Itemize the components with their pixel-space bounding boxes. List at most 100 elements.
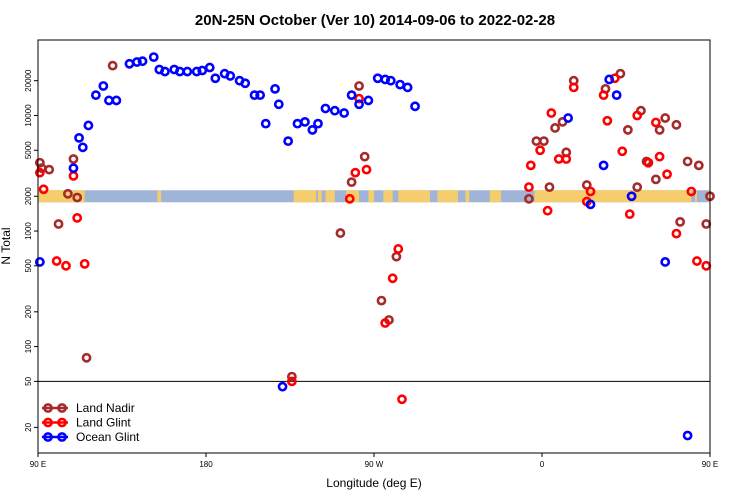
land-glint-point xyxy=(671,228,682,239)
land-nadir-point xyxy=(68,154,79,164)
land-glint-point xyxy=(61,260,71,271)
land-nadir-point xyxy=(81,352,92,363)
y-axis-label: N Total xyxy=(0,227,13,264)
land-glint-point xyxy=(643,157,654,168)
land-glint-point xyxy=(68,171,79,181)
ocean-glint-point xyxy=(402,82,413,93)
land-nadir-point xyxy=(675,216,686,227)
land-band-segment xyxy=(708,190,710,203)
land-nadir-point xyxy=(53,219,64,229)
land-band-segment xyxy=(489,190,501,203)
land-nadir-point xyxy=(359,151,370,162)
ocean-glint-legend-marker xyxy=(43,432,53,442)
ocean-glint-point xyxy=(124,58,135,69)
y-tick-label: 100 xyxy=(24,339,33,353)
plot-frame xyxy=(37,39,711,454)
y-ticks: 20 50 100 200 500 1000 2000 5000 10000 20000 xyxy=(24,69,38,432)
land-glint-point xyxy=(38,184,49,195)
land-nadir-point xyxy=(615,68,626,79)
y-tick-label: 20000 xyxy=(24,69,33,92)
ocean-glint-point xyxy=(354,99,364,110)
x-tick-label: 90 E xyxy=(702,460,718,469)
land-nadir-point xyxy=(62,188,73,199)
land-glint-point xyxy=(632,110,643,121)
land-nadir-point xyxy=(544,182,555,193)
land-glint-point xyxy=(72,212,83,223)
ocean-glint-legend-marker xyxy=(57,432,67,442)
y-tick-label: 50 xyxy=(24,376,33,385)
land-glint-point xyxy=(602,115,613,126)
land-glint-point xyxy=(397,394,407,405)
ocean-glint-point xyxy=(339,108,350,118)
y-tick-label: 500 xyxy=(24,259,33,273)
ocean-glint-point xyxy=(90,90,101,101)
land-band xyxy=(38,190,710,203)
ocean-glint-point xyxy=(137,56,148,67)
ocean-glint-point xyxy=(320,103,331,114)
land-nadir-point xyxy=(335,228,346,238)
land-nadir-point xyxy=(701,219,712,229)
points xyxy=(34,52,715,441)
land-glint-point xyxy=(525,160,536,171)
y-tick-label: 10000 xyxy=(24,104,33,127)
land-glint-point xyxy=(692,256,702,266)
land-glint-point xyxy=(609,73,620,84)
land-glint-point xyxy=(350,167,361,178)
ocean-glint-point xyxy=(210,73,221,84)
land-band-segment xyxy=(383,190,393,203)
ocean-glint-point xyxy=(111,95,122,106)
land-glint-point xyxy=(34,167,45,178)
land-band-segment xyxy=(437,190,444,203)
x-axis-label: Longitude (deg E) xyxy=(326,476,421,490)
land-glint-point xyxy=(553,154,564,164)
land-nadir-point xyxy=(682,156,693,167)
land-nadir-point xyxy=(550,123,560,133)
ocean-glint-point xyxy=(132,57,142,67)
land-glint-point xyxy=(286,376,297,387)
land-glint-point xyxy=(624,209,635,220)
land-glint-point xyxy=(568,82,579,93)
ocean-glint-point xyxy=(410,101,420,112)
land-nadir-point xyxy=(538,136,549,147)
ocean-glint-point xyxy=(682,430,693,441)
ocean-glint-point xyxy=(240,78,251,89)
land-glint-point xyxy=(546,108,557,118)
ocean-glint-point xyxy=(611,90,622,101)
land-nadir-legend-label: Land Nadir xyxy=(76,401,135,415)
land-glint-point xyxy=(524,182,534,193)
land-band-segment xyxy=(443,190,458,203)
ocean-glint-point xyxy=(98,81,109,91)
land-glint-point xyxy=(542,205,553,216)
ocean-glint-point xyxy=(277,381,288,392)
x-tick-label: 90 E xyxy=(30,460,46,469)
ocean-glint-point xyxy=(255,90,266,101)
land-glint-point xyxy=(654,151,665,162)
land-glint-point xyxy=(387,273,398,284)
land-glint-point xyxy=(361,164,372,175)
land-glint-legend-marker xyxy=(57,417,67,428)
land-glint-point xyxy=(585,186,596,197)
ocean-glint-point xyxy=(563,113,574,123)
ocean-glint-point xyxy=(372,73,383,84)
land-band-segment xyxy=(157,190,162,203)
land-glint-point xyxy=(701,260,712,271)
land-nadir-point xyxy=(524,193,534,204)
land-nadir-point xyxy=(632,182,643,193)
ocean-glint-point xyxy=(83,120,94,131)
land-glint-point xyxy=(686,186,697,197)
land-nadir-point xyxy=(286,371,297,382)
y-tick-label: 1000 xyxy=(24,222,33,240)
land-nadir-point xyxy=(693,160,704,171)
ocean-glint-point xyxy=(385,75,396,86)
ocean-glint-point xyxy=(395,79,406,90)
ocean-glint-point xyxy=(77,142,88,153)
ocean-glint-point xyxy=(300,116,310,127)
land-glint-point xyxy=(393,244,404,254)
land-nadir-point xyxy=(354,81,364,91)
y-tick-label: 200 xyxy=(24,305,33,319)
ocean-glint-point xyxy=(292,118,303,129)
land-nadir-point xyxy=(650,174,661,185)
ocean-glint-point xyxy=(626,191,637,202)
ocean-glint-point xyxy=(174,66,185,77)
